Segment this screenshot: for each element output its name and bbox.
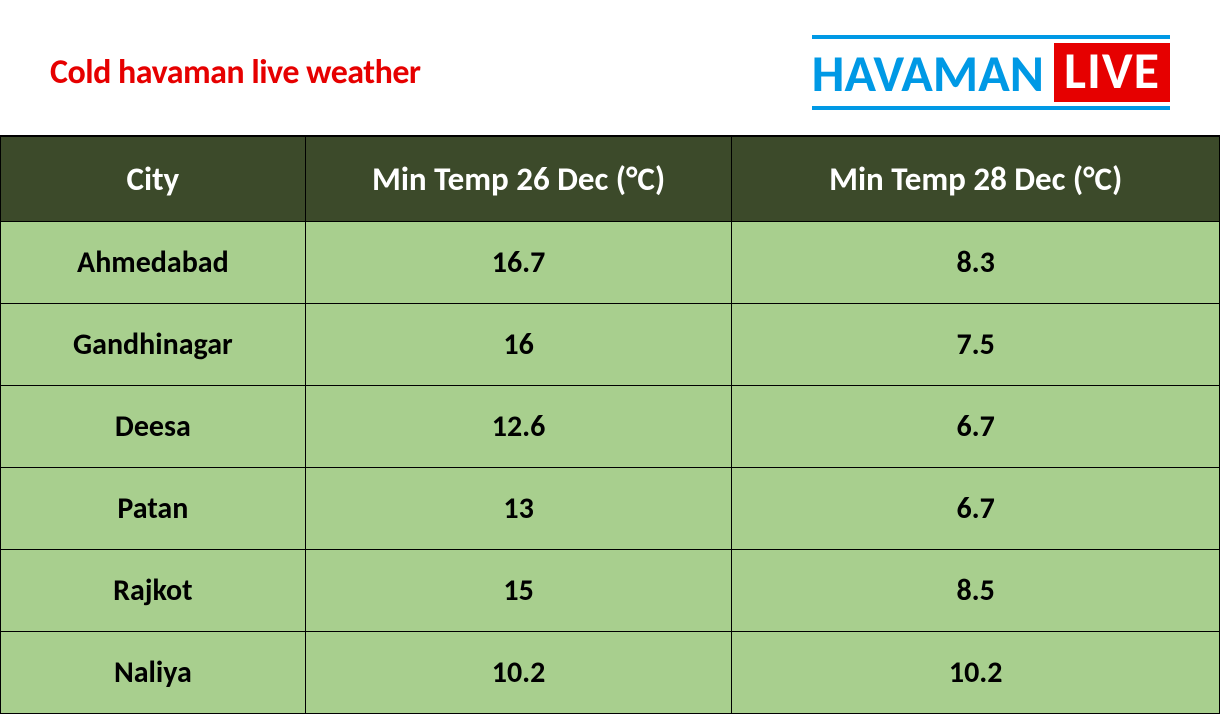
cell-temp26: 16.7: [305, 222, 732, 304]
cell-temp26: 15: [305, 550, 732, 632]
table-row: Deesa 12.6 6.7: [1, 386, 1220, 468]
col-header-temp-26dec: Min Temp 26 Dec (°C): [305, 136, 732, 222]
cell-city: Gandhinagar: [1, 304, 306, 386]
logo-word-live: LIVE: [1054, 43, 1170, 102]
logo-bottom-line: [812, 106, 1170, 110]
table-row: Naliya 10.2 10.2: [1, 632, 1220, 714]
cell-city: Patan: [1, 468, 306, 550]
cell-temp28: 6.7: [732, 386, 1220, 468]
cell-temp26: 12.6: [305, 386, 732, 468]
table-row: Patan 13 6.7: [1, 468, 1220, 550]
header: Cold havaman live weather HAVAMAN LIVE: [0, 0, 1220, 135]
col-header-city: City: [1, 136, 306, 222]
logo-row: HAVAMAN LIVE: [812, 39, 1170, 106]
cell-city: Naliya: [1, 632, 306, 714]
col-header-temp-28dec: Min Temp 28 Dec (°C): [732, 136, 1220, 222]
table-body: Ahmedabad 16.7 8.3 Gandhinagar 16 7.5 De…: [1, 222, 1220, 714]
table-head: City Min Temp 26 Dec (°C) Min Temp 28 De…: [1, 136, 1220, 222]
table-row: Ahmedabad 16.7 8.3: [1, 222, 1220, 304]
cell-temp28: 7.5: [732, 304, 1220, 386]
cell-city: Deesa: [1, 386, 306, 468]
cell-temp26: 10.2: [305, 632, 732, 714]
cell-temp28: 8.5: [732, 550, 1220, 632]
table-row: Gandhinagar 16 7.5: [1, 304, 1220, 386]
table-header-row: City Min Temp 26 Dec (°C) Min Temp 28 De…: [1, 136, 1220, 222]
cell-city: Rajkot: [1, 550, 306, 632]
cell-temp28: 6.7: [732, 468, 1220, 550]
brand-logo: HAVAMAN LIVE: [812, 35, 1170, 110]
cell-temp28: 10.2: [732, 632, 1220, 714]
cell-temp26: 16: [305, 304, 732, 386]
page-title: Cold havaman live weather: [50, 52, 421, 93]
weather-table: City Min Temp 26 Dec (°C) Min Temp 28 De…: [0, 135, 1220, 714]
cell-temp26: 13: [305, 468, 732, 550]
cell-temp28: 8.3: [732, 222, 1220, 304]
table-row: Rajkot 15 8.5: [1, 550, 1220, 632]
logo-word-havaman: HAVAMAN: [812, 47, 1044, 99]
cell-city: Ahmedabad: [1, 222, 306, 304]
